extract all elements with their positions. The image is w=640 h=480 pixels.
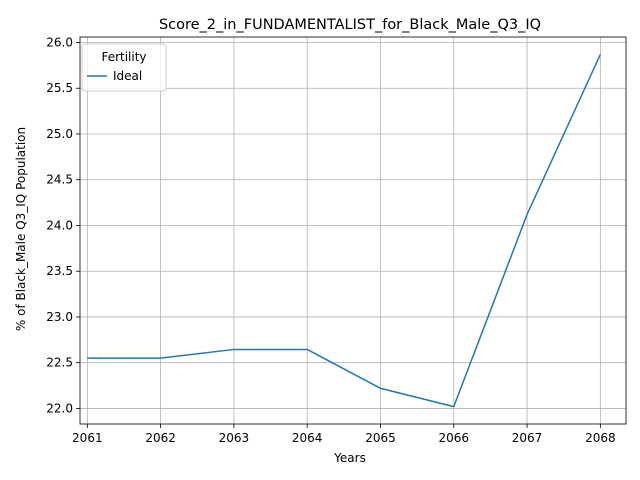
x-tick-label: 2067 <box>512 431 543 445</box>
x-tick-label: 2064 <box>292 431 323 445</box>
x-tick-label: 2063 <box>219 431 250 445</box>
y-tick-label: 24.5 <box>46 173 73 187</box>
legend-title: Fertility <box>101 50 146 64</box>
legend-label-ideal: Ideal <box>113 69 142 83</box>
x-axis-label: Years <box>333 451 366 465</box>
y-tick-label: 23.0 <box>46 310 73 324</box>
x-tick-label: 2061 <box>72 431 103 445</box>
y-tick-label: 22.0 <box>46 401 73 415</box>
y-tick-label: 25.0 <box>46 127 73 141</box>
y-tick-label: 26.0 <box>46 35 73 49</box>
y-tick-label: 23.5 <box>46 264 73 278</box>
y-tick-label: 22.5 <box>46 356 73 370</box>
x-tick-label: 2065 <box>365 431 396 445</box>
y-tick-label: 24.0 <box>46 218 73 232</box>
legend: Fertility Ideal <box>82 44 166 91</box>
y-axis-label: % of Black_Male Q3_IQ Population <box>14 127 28 331</box>
x-tick-label: 2068 <box>585 431 616 445</box>
x-tick-label: 2066 <box>438 431 469 445</box>
x-tick-label: 2062 <box>145 431 176 445</box>
y-tick-label: 25.5 <box>46 81 73 95</box>
chart-title: Score_2_in_FUNDAMENTALIST_for_Black_Male… <box>159 17 541 33</box>
